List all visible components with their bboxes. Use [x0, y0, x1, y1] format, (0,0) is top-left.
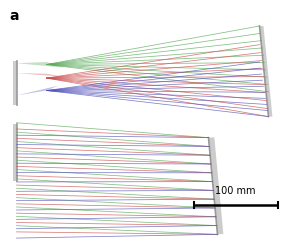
- Text: a: a: [9, 9, 19, 23]
- Polygon shape: [16, 73, 64, 77]
- Polygon shape: [260, 26, 272, 117]
- Polygon shape: [208, 137, 223, 234]
- Polygon shape: [13, 124, 16, 181]
- Polygon shape: [16, 86, 59, 95]
- Polygon shape: [16, 62, 64, 68]
- Text: 100 mm: 100 mm: [215, 186, 256, 196]
- Polygon shape: [13, 61, 16, 105]
